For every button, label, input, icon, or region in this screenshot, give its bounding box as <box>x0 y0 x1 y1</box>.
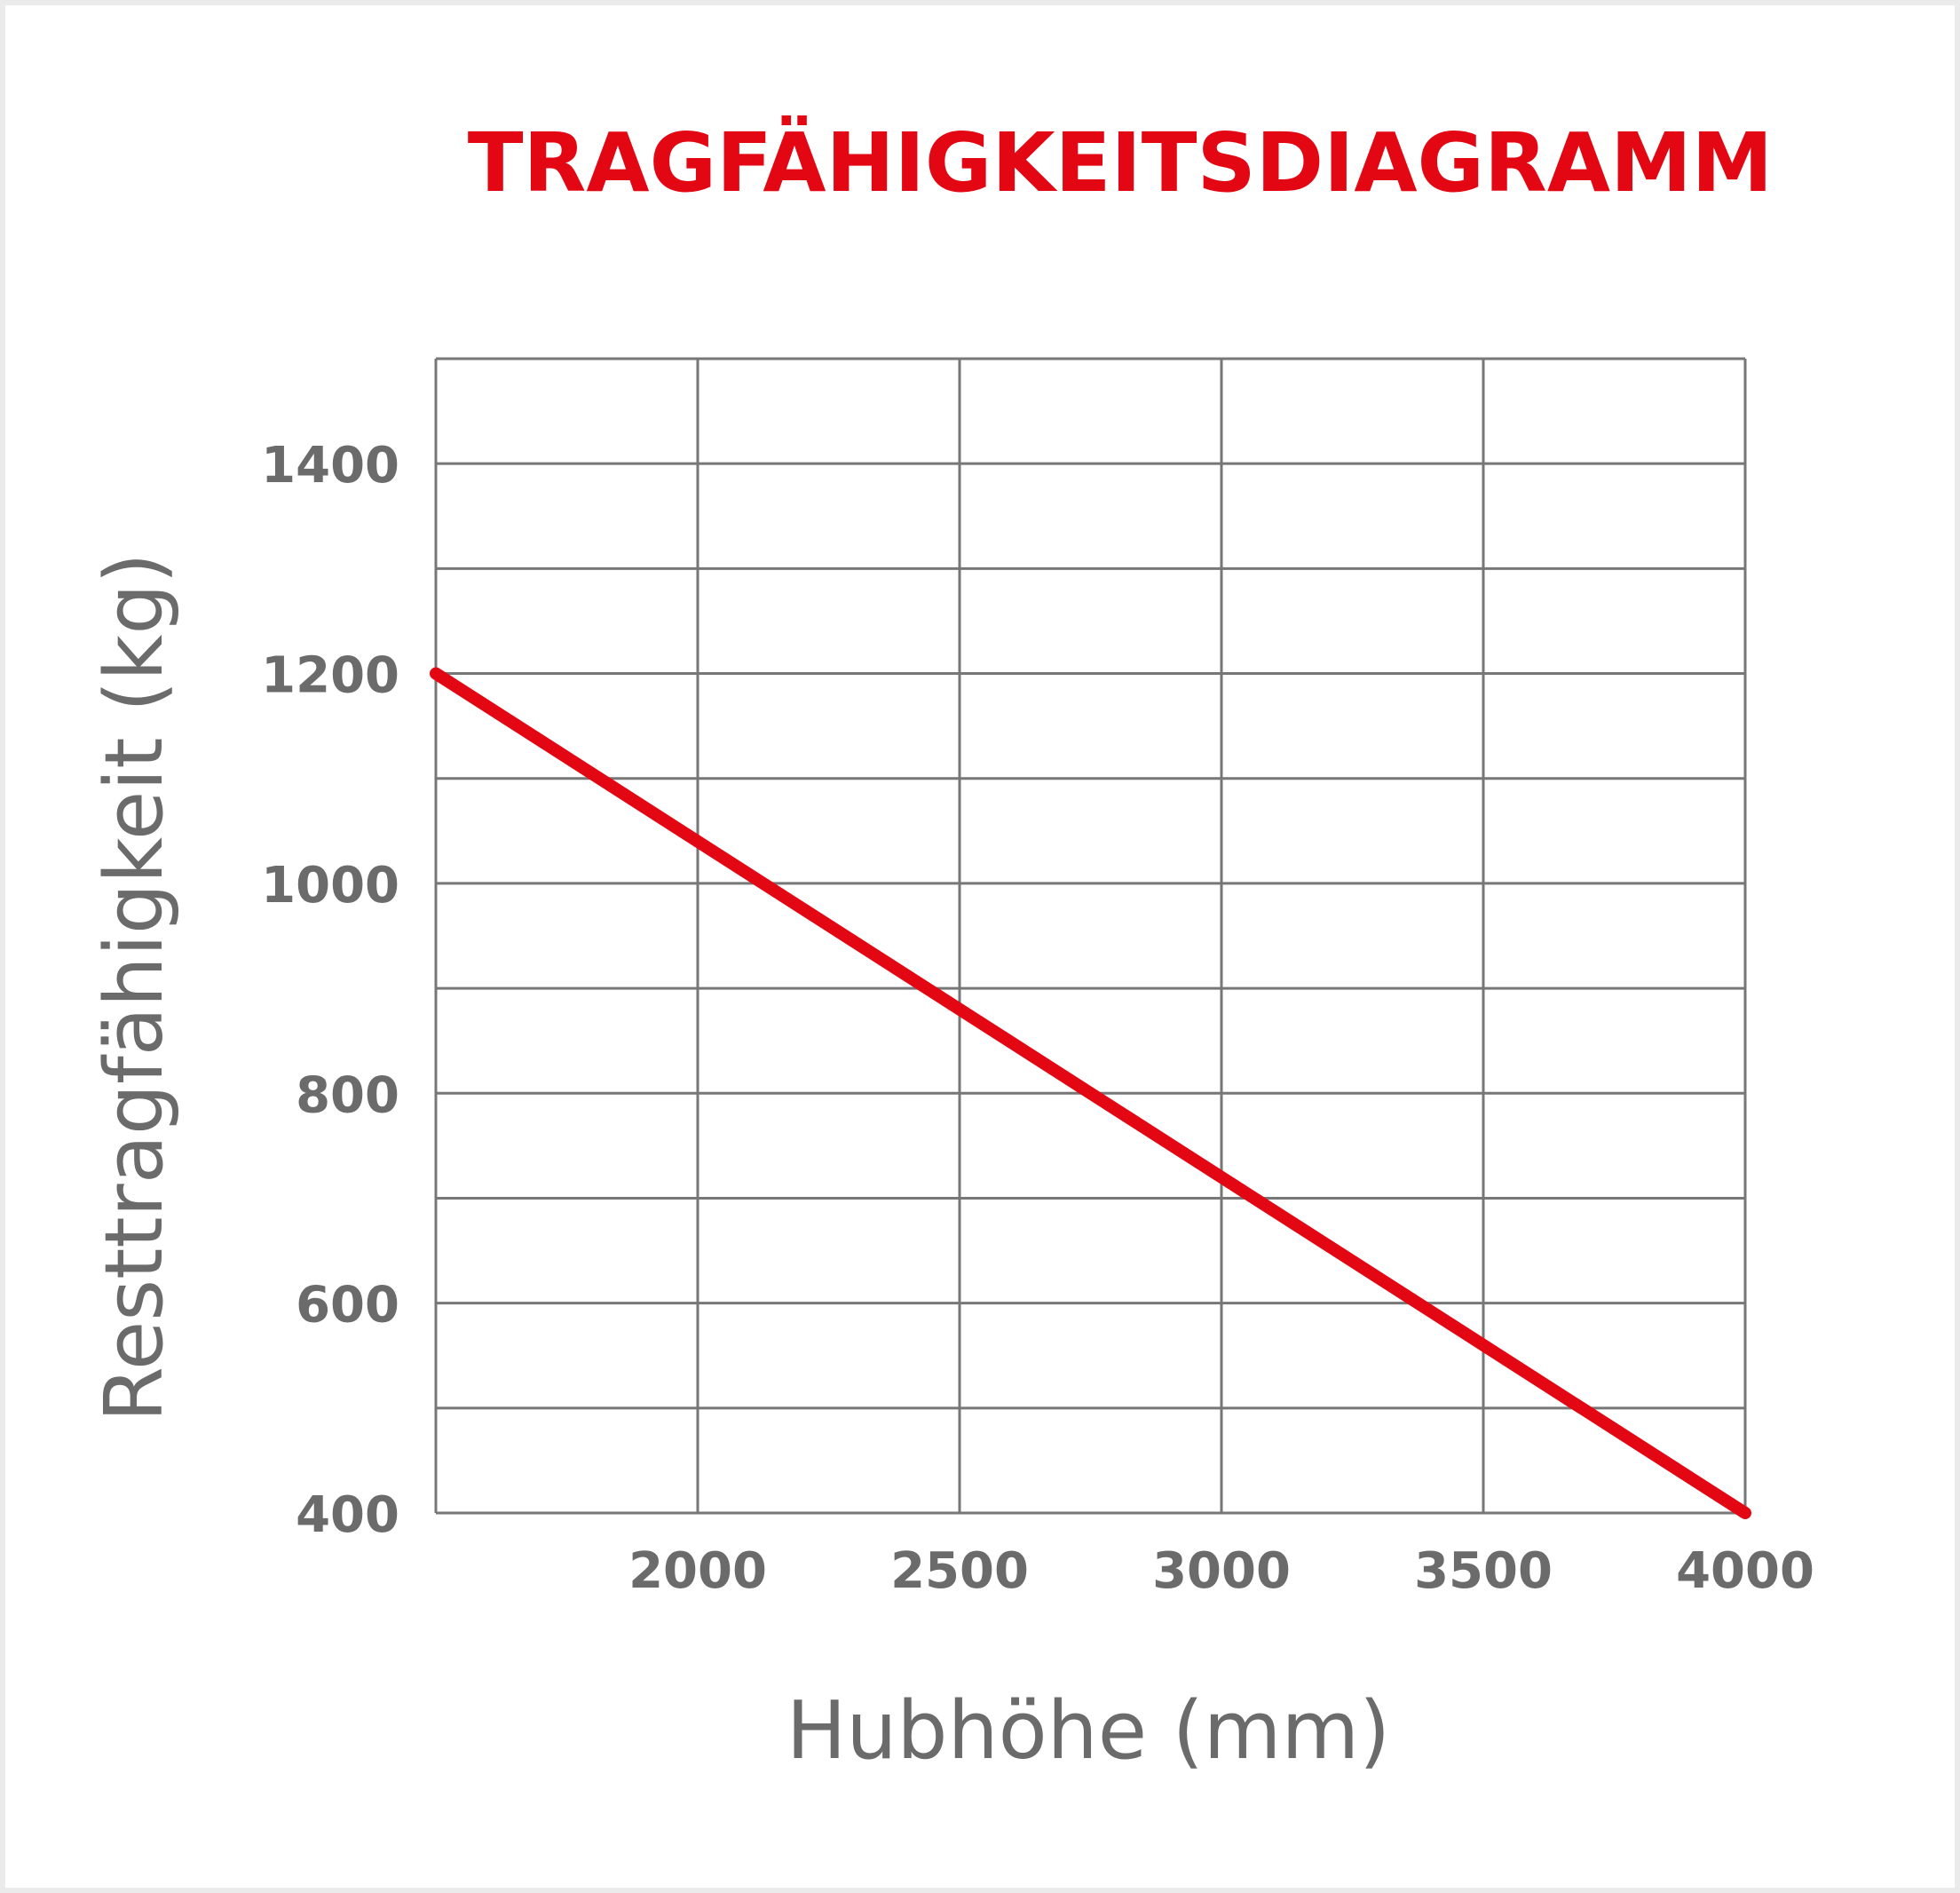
y-tick-label: 400 <box>296 1486 399 1544</box>
grid <box>434 357 1747 1515</box>
y-tick-label: 600 <box>296 1277 399 1335</box>
x-axis-label: Hubhöhe (mm) <box>786 1684 1391 1778</box>
x-tick-label: 4000 <box>1676 1542 1814 1600</box>
y-tick-label: 800 <box>296 1066 399 1124</box>
y-tick-label: 1000 <box>261 857 399 915</box>
y-tick-labels: 400 600 800 1000 1200 1400 <box>261 437 399 1544</box>
chart-title: TRAGFÄHIGKEITSDIAGRAMM <box>468 115 1773 210</box>
x-tick-label: 2000 <box>628 1542 767 1600</box>
x-tick-label: 3500 <box>1414 1542 1553 1600</box>
x-tick-label: 2500 <box>890 1542 1029 1600</box>
x-tick-labels: 2000 2500 3000 3500 4000 <box>628 1542 1814 1600</box>
y-axis-label: Resttragfähigkeit (kg) <box>88 552 181 1422</box>
y-tick-label: 1200 <box>261 647 399 705</box>
capacity-line <box>430 667 1751 1519</box>
y-tick-label: 1400 <box>261 437 399 495</box>
chart-background <box>5 5 1955 1888</box>
x-tick-label: 3000 <box>1152 1542 1291 1600</box>
series <box>430 667 1751 1519</box>
